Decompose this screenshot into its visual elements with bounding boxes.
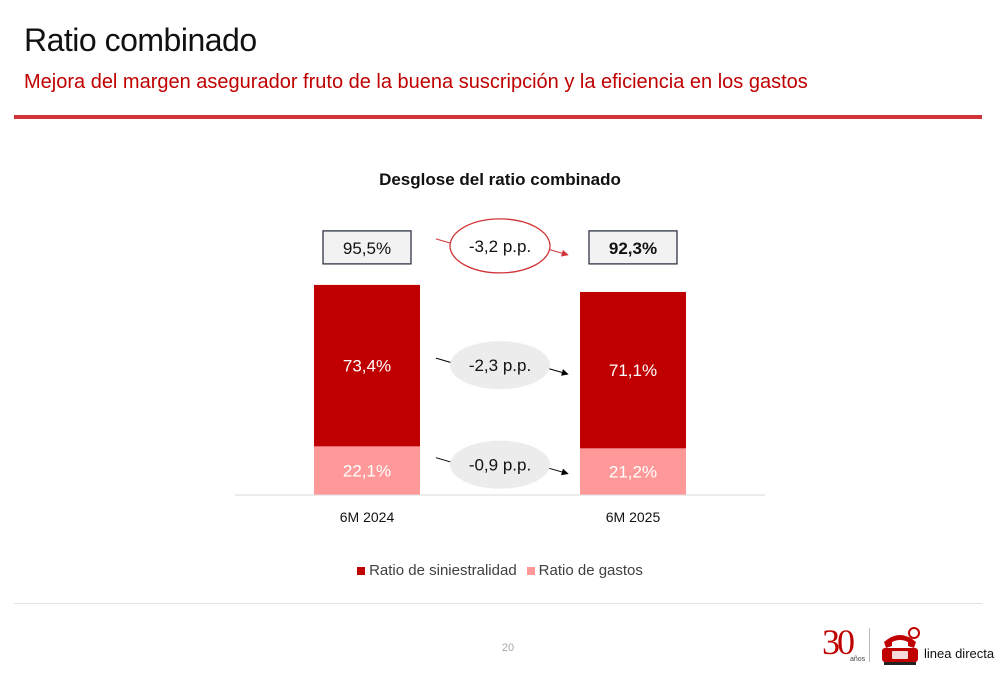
change-label-gastos: -0,9 p.p. [469, 456, 531, 475]
legend-item-siniestralidad: Ratio de siniestralidad [357, 562, 517, 579]
header-divider [14, 115, 982, 119]
change-label-total: -3,2 p.p. [469, 237, 531, 256]
total-box-2 [588, 230, 678, 265]
change-connector-siniestralidad [435, 357, 454, 364]
data-label-gastos-1: 22,1% [343, 462, 391, 481]
page-number: 20 [501, 642, 515, 654]
footer-divider [14, 603, 982, 604]
anniversary-number: 30 [822, 622, 855, 662]
data-label-siniestralidad-2: 71,1% [609, 361, 657, 380]
x-tick-label-1: 6M 2024 [340, 509, 395, 525]
bar-gastos-1 [314, 446, 420, 495]
change-label-siniestralidad: -2,3 p.p. [469, 356, 531, 375]
red-phone-icon [882, 627, 920, 665]
page-title: Ratio combinado [24, 22, 257, 58]
bar-siniestralidad-2 [580, 291, 686, 449]
anniversary-years-label: años [850, 656, 866, 663]
legend-label-siniestralidad: Ratio de siniestralidad [369, 562, 517, 579]
legend-label-gastos: Ratio de gastos [538, 562, 643, 579]
combined-ratio-chart: Desglose del ratio combinado 22,1% 73,4% 6… [235, 170, 765, 525]
change-bubble-gastos [450, 440, 550, 489]
linea-directa-logo: 30 años linea directa [822, 622, 995, 670]
change-bubble-siniestralidad [450, 341, 550, 390]
change-arrow-siniestralidad [546, 367, 569, 376]
legend-swatch-siniestralidad [357, 566, 366, 575]
data-label-siniestralidad-1: 73,4% [343, 357, 391, 376]
page-subtitle: Mejora del margen asegurador fruto de la… [24, 71, 808, 93]
bar-gastos-2 [580, 448, 686, 495]
change-arrow-total [546, 248, 569, 257]
legend-swatch-gastos [526, 566, 535, 575]
total-label-2: 92,3% [609, 239, 657, 258]
change-connector-gastos [435, 457, 454, 464]
x-tick-label-2: 6M 2025 [606, 509, 661, 525]
change-arrow-gastos [546, 467, 569, 476]
bar-siniestralidad-1 [314, 284, 420, 447]
total-label-1: 95,5% [343, 239, 391, 258]
change-bubble-total [449, 218, 551, 274]
total-box-1 [322, 230, 412, 265]
legend-item-gastos: Ratio de gastos [526, 562, 643, 579]
data-label-gastos-2: 21,2% [609, 463, 657, 482]
chart-legend: Ratio de siniestralidad Ratio de gastos [0, 562, 1000, 579]
brand-name: linea directa [924, 646, 995, 661]
logo-divider [869, 628, 870, 662]
chart-title: Desglose del ratio combinado [379, 170, 621, 189]
